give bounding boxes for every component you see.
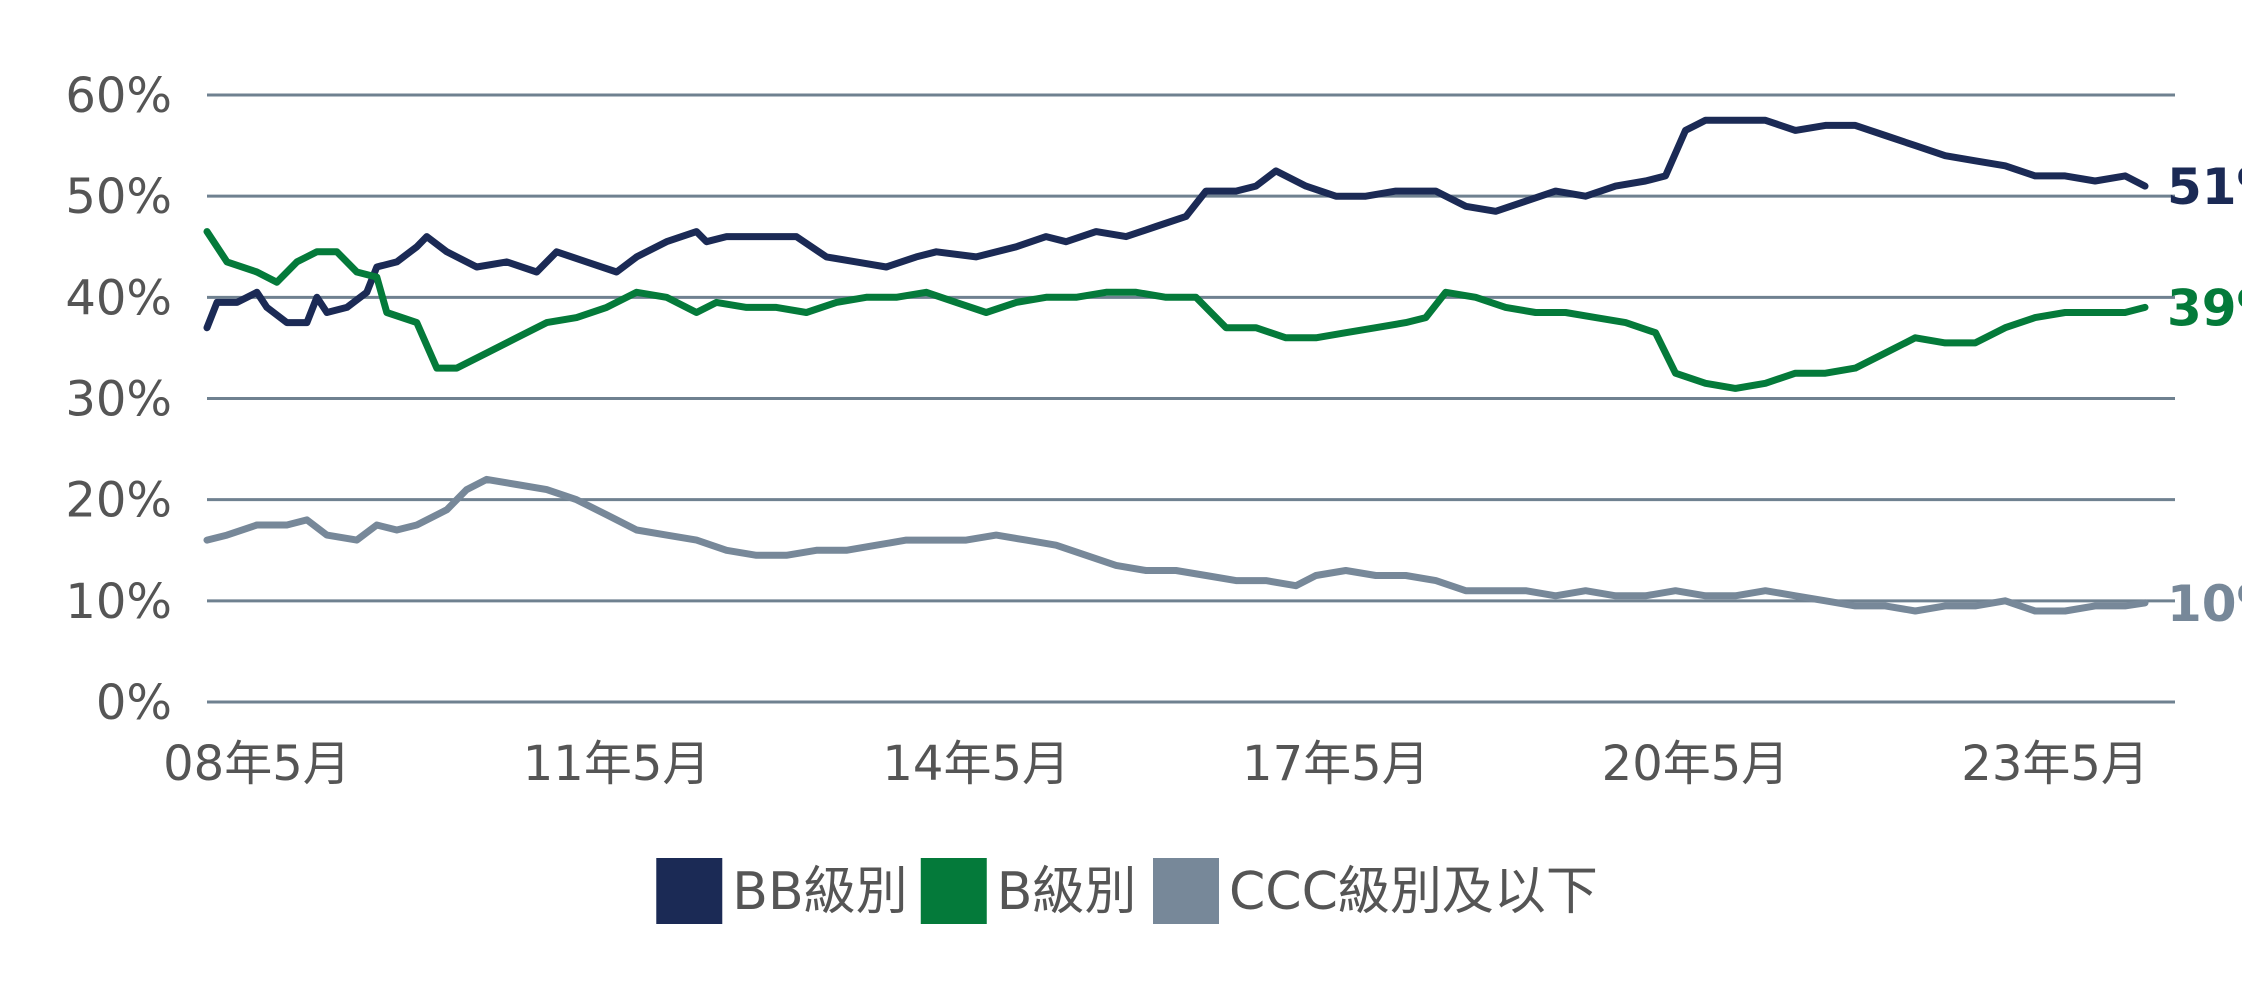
y-axis-tick-labels: 0% 10% 20% 30% 40% 50% 60% [65, 68, 172, 731]
series-lines [203, 116, 2149, 615]
x-tick-label: 11年5月 [523, 736, 711, 792]
y-tick-label: 0% [96, 675, 172, 731]
y-tick-label: 60% [65, 68, 172, 124]
x-tick-label: 17年5月 [1242, 736, 1430, 792]
series-line [203, 475, 2149, 615]
legend-label: B級別 [997, 862, 1137, 922]
y-tick-label: 40% [65, 270, 172, 326]
series-line [203, 116, 2149, 332]
y-tick-label: 20% [65, 473, 172, 529]
gridlines [207, 93, 2175, 704]
legend: BB級別 B級別 CCC級別及以下 [656, 858, 1598, 924]
x-axis-tick-labels: 08年5月 11年5月 14年5月 17年5月 20年5月 23年5月 [163, 736, 2149, 792]
end-value-label: 51% [2167, 158, 2242, 216]
end-value-labels: 51% 39% 10% [2167, 158, 2242, 633]
legend-swatch [1153, 858, 1219, 924]
end-value-label: 39% [2167, 279, 2242, 337]
legend-label: BB級別 [732, 862, 907, 922]
x-tick-label: 20年5月 [1602, 736, 1790, 792]
y-tick-label: 10% [65, 574, 172, 630]
x-tick-label: 08年5月 [163, 736, 351, 792]
end-value-label: 10% [2167, 575, 2242, 633]
series-line [203, 228, 2149, 392]
legend-swatch [920, 858, 987, 924]
legend-label: CCC級別及以下 [1229, 862, 1598, 922]
y-tick-label: 50% [65, 169, 172, 225]
x-tick-label: 23年5月 [1961, 736, 2149, 792]
legend-swatch [656, 858, 723, 924]
y-tick-label: 30% [65, 372, 172, 428]
x-tick-label: 14年5月 [882, 736, 1070, 792]
